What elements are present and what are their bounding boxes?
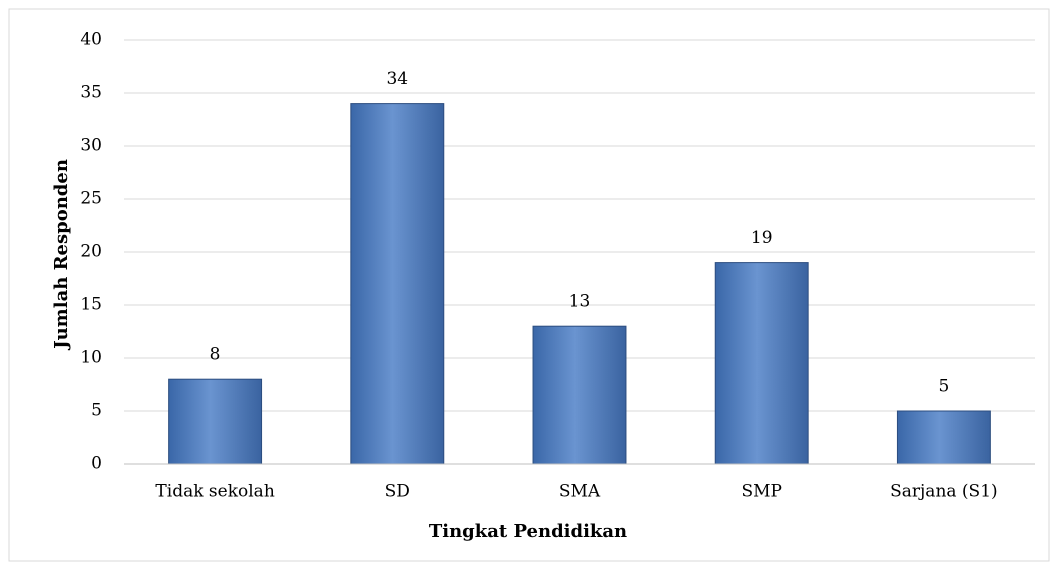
x-tick-label: SMA <box>559 482 601 502</box>
x-tick-label: SMP <box>741 482 782 502</box>
data-label: 13 <box>569 292 591 312</box>
bar <box>896 410 991 465</box>
y-tick-label: 0 <box>91 454 102 474</box>
chart-frame <box>8 8 1050 562</box>
y-tick-label: 30 <box>80 136 102 156</box>
data-label: 5 <box>938 377 949 397</box>
data-label: 34 <box>386 69 408 89</box>
y-tick-label: 40 <box>80 30 102 50</box>
y-tick-label: 35 <box>80 83 102 103</box>
bar <box>350 103 445 465</box>
y-tick-label: 15 <box>80 295 102 315</box>
bar <box>714 262 809 465</box>
x-tick-label: Tidak sekolah <box>155 482 274 502</box>
x-tick-label: Sarjana (S1) <box>890 482 998 502</box>
y-tick-label: 25 <box>80 189 102 209</box>
x-tick-label: SD <box>385 482 410 502</box>
data-label: 19 <box>751 228 773 248</box>
y-axis-title: Jumlah Responden <box>51 159 72 351</box>
bar <box>532 325 627 465</box>
y-tick-label: 20 <box>80 242 102 262</box>
x-axis-title: Tingkat Pendidikan <box>429 521 627 542</box>
bar <box>168 378 263 465</box>
y-tick-label: 5 <box>91 401 102 421</box>
y-tick-label: 10 <box>80 348 102 368</box>
data-label: 8 <box>210 345 221 365</box>
